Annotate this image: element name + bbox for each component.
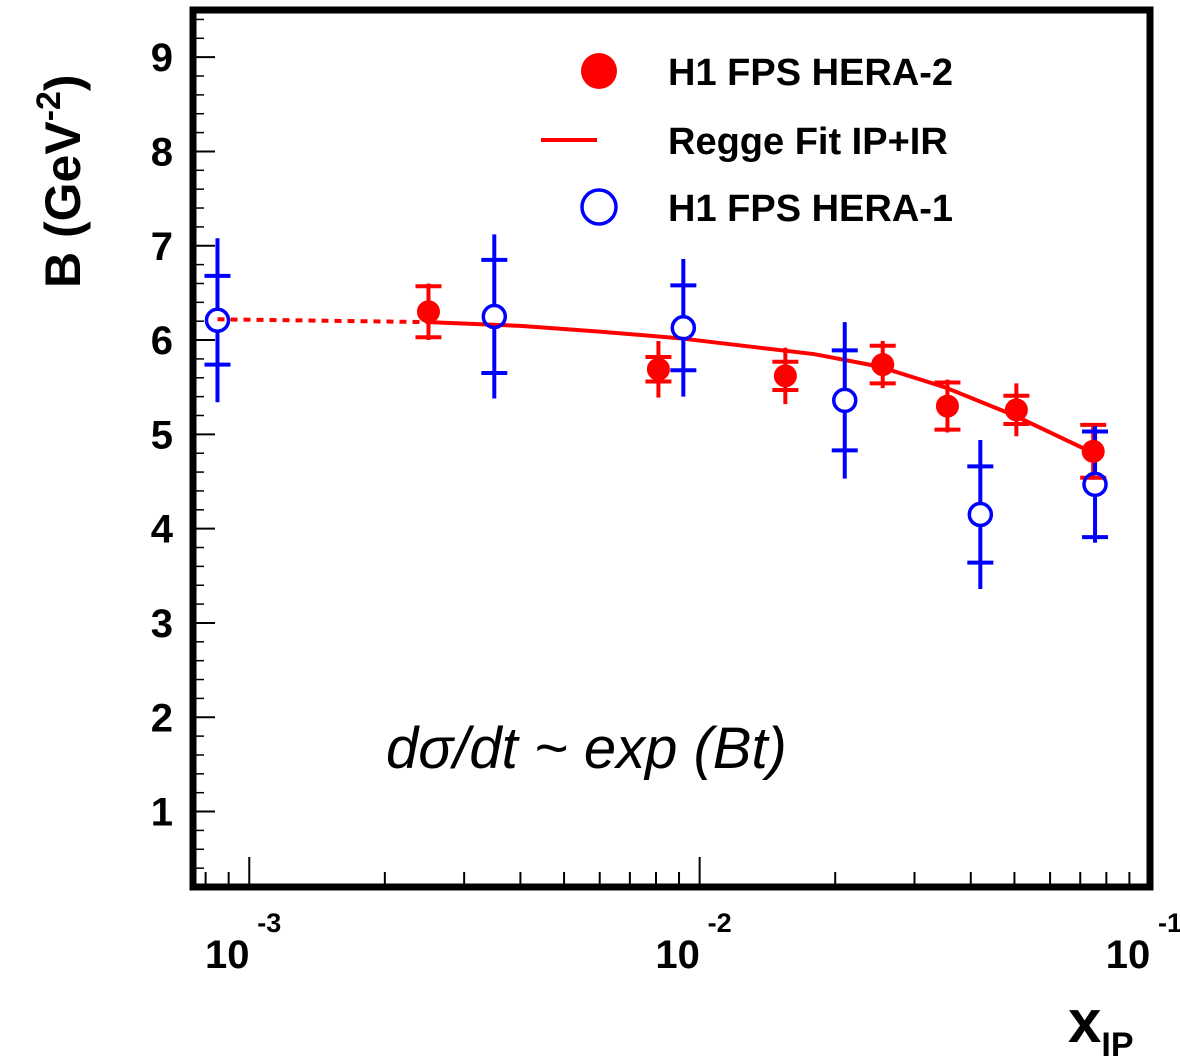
x-tick-label: 10 bbox=[205, 933, 250, 977]
fit-annotation: dσ/dt ~ exp (Bt) bbox=[386, 716, 787, 781]
y-tick-label: 3 bbox=[151, 602, 173, 646]
hera2-point bbox=[773, 364, 797, 388]
y-tick-label: 7 bbox=[151, 225, 173, 269]
x-axis-title: xIP bbox=[1068, 988, 1134, 1062]
y-axis-title-sup: -2 bbox=[30, 91, 68, 121]
hera1-point bbox=[481, 303, 508, 330]
fit-curve-group bbox=[217, 317, 1095, 456]
hera2-point bbox=[646, 357, 670, 381]
hera2-point bbox=[935, 394, 959, 418]
plot-frame bbox=[189, 6, 1154, 891]
hera2-point bbox=[416, 300, 440, 324]
y-tick-label: 5 bbox=[151, 413, 173, 457]
y-tick-label: 2 bbox=[151, 696, 173, 740]
hera1-point bbox=[967, 501, 994, 528]
y-axis-title: B (GeV-2) bbox=[30, 74, 91, 288]
x-tick-exponent: -1 bbox=[1158, 908, 1180, 938]
hera1-point bbox=[204, 307, 231, 334]
y-tick-label: 4 bbox=[151, 508, 174, 552]
y-tick-label: 8 bbox=[151, 130, 173, 174]
x-axis-title-sub: IP bbox=[1101, 1026, 1133, 1062]
legend-hera1-marker bbox=[580, 188, 618, 226]
fit-curve-dashed bbox=[217, 317, 429, 325]
hera1-point bbox=[832, 387, 858, 414]
error-bars-group bbox=[204, 234, 1109, 590]
legend-hera2-label: H1 FPS HERA-2 bbox=[668, 52, 953, 94]
legend-hera1-label: H1 FPS HERA-1 bbox=[668, 188, 953, 230]
x-tick-label: 10 bbox=[655, 933, 700, 977]
x-tick-exponent: -2 bbox=[708, 908, 732, 938]
data-points-group bbox=[204, 300, 1108, 528]
y-tick-label: 9 bbox=[151, 36, 173, 80]
x-tick-label: 10 bbox=[1106, 933, 1151, 977]
hera1-point bbox=[670, 315, 697, 341]
legend-hera2-marker bbox=[581, 53, 617, 89]
legend: H1 FPS HERA-2 Regge Fit IP+IR H1 FPS HERA-… bbox=[541, 52, 953, 230]
hera2-point bbox=[1004, 398, 1028, 422]
y-tick-label: 1 bbox=[151, 791, 173, 835]
x-axis-title-base: x bbox=[1068, 988, 1101, 1055]
hera1-point bbox=[1082, 471, 1108, 498]
y-axis-title-base: B (GeV bbox=[35, 121, 91, 288]
y-tick-label: 6 bbox=[151, 319, 173, 363]
fit-curve-solid bbox=[428, 320, 1095, 456]
legend-fit-label: Regge Fit IP+IR bbox=[668, 121, 948, 163]
hera2-point bbox=[871, 353, 895, 377]
y-axis-title-close: ) bbox=[35, 74, 91, 91]
hera2-point bbox=[1081, 439, 1105, 463]
x-tick-exponent: -3 bbox=[257, 908, 281, 938]
